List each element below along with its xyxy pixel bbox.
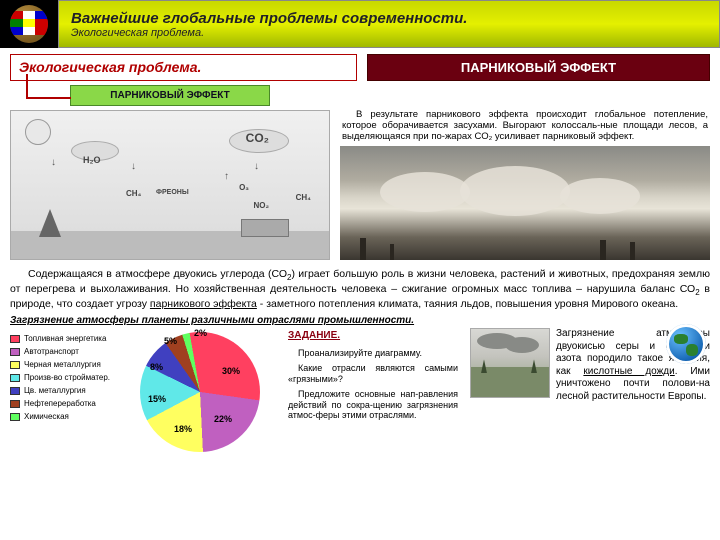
sub-heading-label: ПАРНИКОВЫЙ ЭФФЕКТ [110, 90, 229, 101]
pie-chart [140, 332, 260, 452]
forest-fire-image [340, 146, 710, 260]
legend-swatch [10, 335, 20, 343]
title-box: Важнейшие глобальные проблемы современно… [58, 0, 720, 48]
acid-rain-image [470, 328, 550, 398]
acid-rain-column: Загрязнение атмосферы двуокисью серы и о… [466, 328, 710, 448]
main-paragraph-text: Содержащаяся в атмосфере двуокись углеро… [10, 268, 710, 310]
task-p2: Какие отрасли являются самыми «грязными»… [288, 363, 458, 385]
pie-label: 22% [214, 414, 232, 424]
page-title: Важнейшие глобальные проблемы современно… [71, 10, 707, 27]
label-o3: O₃ [239, 183, 249, 192]
legend-swatch [10, 374, 20, 382]
legend-item: Нефтепереработка [10, 399, 122, 408]
task-p1: Проанализируйте диаграмму. [288, 348, 458, 359]
task-column: ЗАДАНИЕ. Проанализируйте диаграмму. Каки… [288, 328, 458, 448]
legend-label: Нефтепереработка [24, 399, 96, 408]
legend-swatch [10, 387, 20, 395]
legend-item: Черная металлургия [10, 360, 122, 369]
pie-label: 5% [164, 336, 177, 346]
label-co2: CO₂ [246, 131, 269, 145]
label-ch4: CH₄ [126, 189, 141, 198]
flags-globe-icon [10, 5, 48, 43]
legend-swatch [10, 361, 20, 369]
mid-row: H₂O CO₂ CH₄ O₃ NO₂ ФРЕОНЫ CH₄ ↓ ↓ ↓ ↑ В … [10, 110, 710, 260]
main-paragraph: Содержащаяся в атмосфере двуокись углеро… [10, 268, 710, 311]
heading-right: ПАРНИКОВЫЙ ЭФФЕКТ [367, 54, 710, 81]
legend-label: Произв-во стройматер. [24, 373, 110, 382]
legend-label: Черная металлургия [24, 360, 101, 369]
pie-label: 18% [174, 424, 192, 434]
legend-item: Топливная энергетика [10, 334, 122, 343]
fire-paragraph: В результате парникового эффекта происхо… [340, 110, 710, 146]
bottom-row: Топливная энергетика Автотранспорт Черная … [10, 328, 710, 448]
page-subtitle: Экологическая проблема. [71, 27, 707, 39]
pie-column: 30% 22% 18% 15% 8% 5% 2% [130, 328, 280, 448]
legend-swatch [10, 400, 20, 408]
header-bar: Важнейшие глобальные проблемы современно… [0, 0, 720, 48]
legend-item: Произв-во стройматер. [10, 373, 122, 382]
legend-label: Химическая [24, 412, 69, 421]
globe-container [0, 0, 58, 48]
label-no2: NO₂ [253, 201, 269, 210]
legend-item: Химическая [10, 412, 122, 421]
pollution-subtitle: Загрязнение атмосферы планеты различными… [10, 315, 710, 326]
pie-legend: Топливная энергетика Автотранспорт Черная … [10, 328, 122, 448]
greenhouse-diagram: H₂O CO₂ CH₄ O₃ NO₂ ФРЕОНЫ CH₄ ↓ ↓ ↓ ↑ [10, 110, 330, 260]
pie-label: 15% [148, 394, 166, 404]
legend-item: Цв. металлургия [10, 386, 122, 395]
label-ch4-2: CH₄ [296, 193, 311, 202]
legend-label: Автотранспорт [24, 347, 79, 356]
factory-icon [241, 219, 289, 237]
legend-swatch [10, 348, 20, 356]
pie-label: 8% [150, 362, 163, 372]
connector-line [26, 74, 71, 99]
legend-label: Топливная энергетика [24, 334, 106, 343]
legend-item: Автотранспорт [10, 347, 122, 356]
fire-column: В результате парникового эффекта происхо… [340, 110, 710, 260]
pie-label: 30% [222, 366, 240, 376]
legend-swatch [10, 413, 20, 421]
sun-icon [25, 119, 51, 145]
legend-label: Цв. металлургия [24, 386, 86, 395]
label-freons: ФРЕОНЫ [156, 189, 189, 196]
sub-heading-box: ПАРНИКОВЫЙ ЭФФЕКТ [70, 85, 270, 106]
task-heading: ЗАДАНИЕ. [288, 330, 458, 342]
heading-row: Экологическая проблема. ПАРНИКОВЫЙ ЭФФЕК… [10, 54, 710, 81]
task-p3: Предложите основные нап-равления действи… [288, 389, 458, 421]
pie-label: 2% [194, 328, 207, 338]
label-h2o: H₂O [83, 155, 101, 165]
tree-icon [39, 209, 61, 237]
